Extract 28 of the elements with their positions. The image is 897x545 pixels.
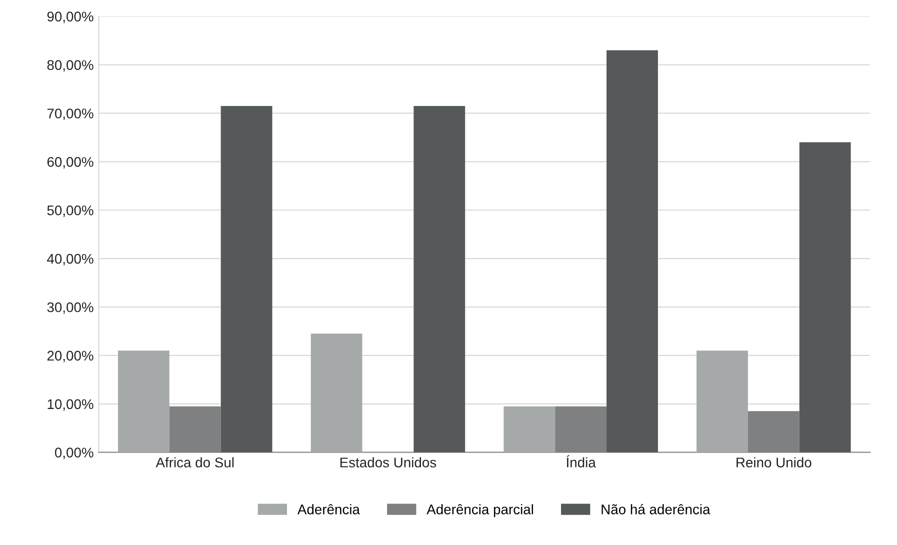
y-tick-label: 80,00% <box>47 60 94 72</box>
y-tick-label: 0,00% <box>54 448 94 460</box>
bar <box>414 106 466 452</box>
bar <box>310 334 362 452</box>
y-tick-label: 60,00% <box>47 157 94 168</box>
bar <box>118 350 170 452</box>
legend-label: Aderência <box>297 504 360 514</box>
y-tick-label: 70,00% <box>47 108 94 120</box>
y-tick-label: 40,00% <box>47 254 94 266</box>
x-tick-label: Africa do Sul <box>156 457 234 468</box>
bar <box>799 142 851 452</box>
y-tick-label: 30,00% <box>47 302 94 314</box>
y-tick-label: 20,00% <box>47 350 94 362</box>
bar <box>606 50 658 452</box>
x-tick-label: Reino Unido <box>736 457 812 468</box>
x-tick-label: Estados Unidos <box>340 457 436 468</box>
legend-label: Não há aderência <box>602 504 710 514</box>
legend-label: Aderência parcial <box>426 504 534 518</box>
y-tick-label: 50,00% <box>47 205 94 217</box>
y-tick-label: 10,00% <box>48 399 94 411</box>
y-tick-label: 90,00% <box>47 12 94 24</box>
x-tick-label: Índia <box>566 455 596 468</box>
bar <box>504 406 556 452</box>
bar <box>748 411 800 452</box>
bar <box>555 406 607 452</box>
bar <box>169 406 221 452</box>
bar <box>220 106 272 452</box>
bar <box>696 350 748 452</box>
